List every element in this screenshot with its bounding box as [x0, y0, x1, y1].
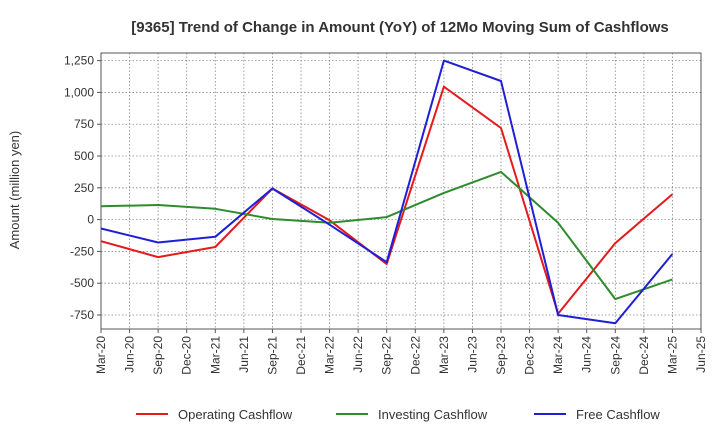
- y-tick-label: 0: [87, 213, 94, 227]
- y-tick-label: -750: [70, 308, 94, 322]
- x-tick-label: Dec-23: [523, 336, 537, 375]
- x-tick-label: Jun-22: [351, 336, 365, 373]
- legend-label-2: Investing Cashflow: [378, 407, 488, 422]
- chart-title: [9365] Trend of Change in Amount (YoY) o…: [131, 19, 669, 36]
- series-line-2: [100, 170, 673, 301]
- series-line-1: [100, 85, 674, 315]
- x-tick-label: Sep-23: [494, 336, 508, 375]
- x-tick-label: Dec-21: [294, 336, 308, 375]
- x-tick-label: Mar-25: [665, 336, 679, 374]
- x-tick-label: Sep-20: [151, 336, 165, 375]
- x-tick-label: Mar-22: [323, 336, 337, 374]
- y-tick-label: 1,250: [64, 54, 94, 68]
- x-tick-label: Sep-22: [380, 336, 394, 375]
- y-axis-label: Amount (million yen): [7, 131, 22, 250]
- y-tick-label: 250: [74, 181, 94, 195]
- y-tick-label: 500: [74, 149, 94, 163]
- x-tick-label: Mar-24: [551, 336, 565, 374]
- x-tick-label: Sep-21: [265, 336, 279, 375]
- y-tick-label: -250: [70, 244, 94, 258]
- x-tick-label: Mar-20: [94, 336, 108, 374]
- y-tick-label: 750: [74, 117, 94, 131]
- series-group: [100, 59, 674, 325]
- x-tick-label: Jun-25: [694, 336, 708, 373]
- x-ticks: Mar-20 Jun-20 Sep-20 Dec-20 Mar-21 Jun-21 Sep-…: [94, 329, 708, 375]
- y-ticks: -750 -500 -250 0 250 500 750 1,000 1,250: [64, 54, 101, 322]
- x-tick-label: Dec-24: [637, 336, 651, 375]
- legend: Operating Cashflow Investing Cashflow Free…: [136, 407, 660, 422]
- legend-label-1: Operating Cashflow: [178, 407, 293, 422]
- x-tick-label: Mar-23: [437, 336, 451, 374]
- x-tick-label: Jun-20: [123, 336, 137, 373]
- plot-frame: [100, 52, 702, 330]
- x-tick-label: Jun-24: [580, 336, 594, 373]
- x-tick-label: Sep-24: [608, 336, 622, 375]
- x-tick-label: Dec-22: [408, 336, 422, 375]
- x-tick-label: Jun-21: [237, 336, 251, 373]
- grid: [100, 53, 702, 329]
- x-tick-label: Mar-21: [208, 336, 222, 374]
- x-tick-label: Jun-23: [465, 336, 479, 373]
- series-line-3: [100, 59, 674, 325]
- y-tick-label: 1,000: [64, 85, 94, 99]
- legend-label-3: Free Cashflow: [576, 407, 660, 422]
- x-tick-label: Dec-20: [180, 336, 194, 375]
- y-tick-label: -500: [70, 276, 94, 290]
